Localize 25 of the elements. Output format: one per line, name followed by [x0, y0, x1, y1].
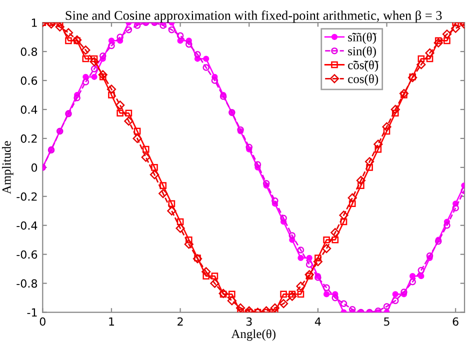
x-axis-title: Angle(θ): [231, 329, 276, 341]
y-tick-label: -0.8: [16, 279, 38, 288]
legend-label: sin(θ): [348, 46, 376, 58]
x-tick-label: 4: [314, 318, 321, 326]
y-axis-title: Amplitude: [2, 141, 14, 194]
y-tick-label: 1: [32, 18, 37, 27]
x-tick-label: 0: [40, 317, 46, 326]
y-tick-label: 0: [31, 163, 38, 172]
y-tick-label: -0.4: [16, 221, 38, 230]
x-tick-label: 1: [109, 318, 114, 326]
y-tick-label: -1: [27, 308, 37, 317]
y-tick-label: 0.6: [20, 76, 38, 85]
x-tick-label: 6: [452, 317, 458, 326]
y-tick-label: 0.2: [20, 134, 37, 143]
chart-title: Sine and Cosine approximation with fixed-point arithmetic, when β = 3: [66, 10, 442, 23]
y-tick-label: -0.6: [16, 250, 38, 259]
legend-label: c̃õs̃(θ̃): [348, 60, 378, 72]
x-tick-label: 3: [246, 317, 252, 326]
x-tick-label: 2: [178, 317, 183, 326]
y-tick-label: 0.4: [20, 105, 38, 114]
y-tick-label: -0.2: [16, 192, 37, 201]
legend-label: s̃ĩñ(θ̃): [348, 32, 376, 44]
x-tick-label: 5: [384, 318, 390, 326]
legend-label: cos(θ): [348, 74, 378, 86]
y-tick-label: 0.8: [20, 48, 38, 56]
